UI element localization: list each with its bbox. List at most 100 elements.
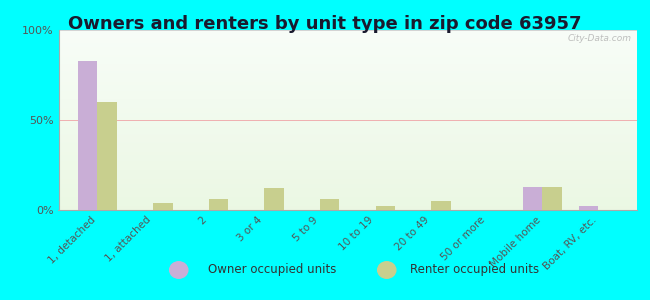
Bar [58,144,637,145]
Bar [58,131,637,132]
Bar [58,139,637,140]
Bar [58,183,637,184]
Bar [58,85,637,86]
Bar [58,184,637,185]
Bar [58,108,637,109]
Bar [58,189,637,190]
Bar [58,91,637,92]
Bar [58,170,637,171]
Bar [58,119,637,120]
Bar [58,49,637,50]
Bar [58,93,637,94]
Bar [58,68,637,69]
Bar [58,90,637,91]
Bar [58,186,637,187]
Bar [209,199,228,210]
Bar [58,50,637,51]
Bar [58,52,637,53]
Bar [58,160,637,161]
Bar [58,113,637,114]
Bar [58,174,637,175]
Bar [58,71,637,72]
Bar [58,62,637,63]
Bar [58,191,637,192]
Bar [58,115,637,116]
Bar [58,156,637,157]
Bar [58,187,637,188]
Bar [58,99,637,100]
Bar [58,192,637,193]
Bar [58,169,637,170]
Bar [58,74,637,75]
Bar [58,190,637,191]
Bar [58,32,637,33]
Bar [58,163,637,164]
Bar [58,88,637,89]
Bar [58,199,637,200]
Bar [58,152,637,153]
Bar [58,42,637,43]
Bar [58,173,637,174]
Bar [153,203,172,210]
Bar [376,206,395,210]
Bar [58,33,637,34]
Bar [58,41,637,42]
Bar [58,179,637,180]
Bar [58,77,637,78]
Bar [58,40,637,41]
Bar [58,79,637,80]
Bar [58,70,637,71]
Bar [58,55,637,56]
Bar [58,158,637,159]
Text: Owners and renters by unit type in zip code 63957: Owners and renters by unit type in zip c… [68,15,582,33]
Bar [58,84,637,85]
Bar [58,81,637,82]
Bar [58,123,637,124]
Bar [58,157,637,158]
Bar [58,142,637,143]
Bar [58,100,637,101]
Bar [58,86,637,87]
Bar [58,94,637,95]
Bar [58,209,637,210]
Bar [58,30,637,31]
Bar [58,34,637,35]
Bar [58,132,637,133]
Bar [58,130,637,131]
Bar [431,201,450,210]
Bar [58,118,637,119]
Bar [58,134,637,135]
Bar [58,58,637,59]
Text: City-Data.com: City-Data.com [567,34,631,43]
Bar [58,198,637,199]
Bar [58,98,637,99]
Bar [58,150,637,151]
Bar [58,47,637,48]
Bar [58,60,637,61]
Bar [58,63,637,64]
Bar [58,38,637,39]
Bar [58,171,637,172]
Text: Owner occupied units: Owner occupied units [208,263,337,277]
Bar [58,180,637,181]
Bar [58,165,637,166]
Bar [58,205,637,206]
Bar [58,82,637,83]
Bar [58,72,637,73]
Bar [58,204,637,205]
Bar [58,175,637,176]
Bar [58,145,637,146]
Bar [58,195,637,196]
Bar [58,125,637,126]
Bar [58,116,637,117]
Bar [58,181,637,182]
Bar [58,87,637,88]
Bar [58,103,637,104]
Bar [58,153,637,154]
Bar [58,48,637,49]
Bar [58,45,637,46]
Bar [58,162,637,163]
Bar [58,96,637,97]
Bar [58,97,637,98]
Bar [58,146,637,147]
